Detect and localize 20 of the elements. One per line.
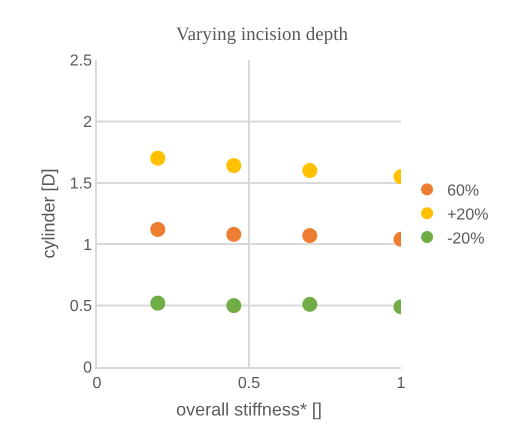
y-tick-label: 0.5 bbox=[70, 298, 92, 316]
y-tick-label: 1 bbox=[83, 236, 92, 254]
legend-label: 60% bbox=[447, 182, 480, 200]
point bbox=[150, 222, 166, 237]
x-tick-label: 1 bbox=[396, 374, 406, 392]
chart-title: Varying incision depth bbox=[176, 24, 349, 45]
point bbox=[226, 298, 242, 314]
legend-label: -20% bbox=[447, 230, 484, 248]
point bbox=[226, 226, 242, 242]
y-tick-label: 0 bbox=[83, 360, 92, 377]
legend-label: +20% bbox=[447, 206, 488, 224]
y-tick-label: 2 bbox=[83, 114, 92, 131]
point bbox=[150, 150, 166, 166]
point bbox=[150, 296, 166, 311]
y-axis-title: cylinder [D] bbox=[38, 168, 58, 259]
point bbox=[226, 158, 242, 174]
x-tick-label: 0.5 bbox=[238, 374, 260, 392]
y-tick-label: 2.5 bbox=[70, 52, 92, 70]
y-tick-label: 1.5 bbox=[70, 175, 92, 192]
x-axis-title: overall stiffness* [] bbox=[176, 400, 322, 420]
